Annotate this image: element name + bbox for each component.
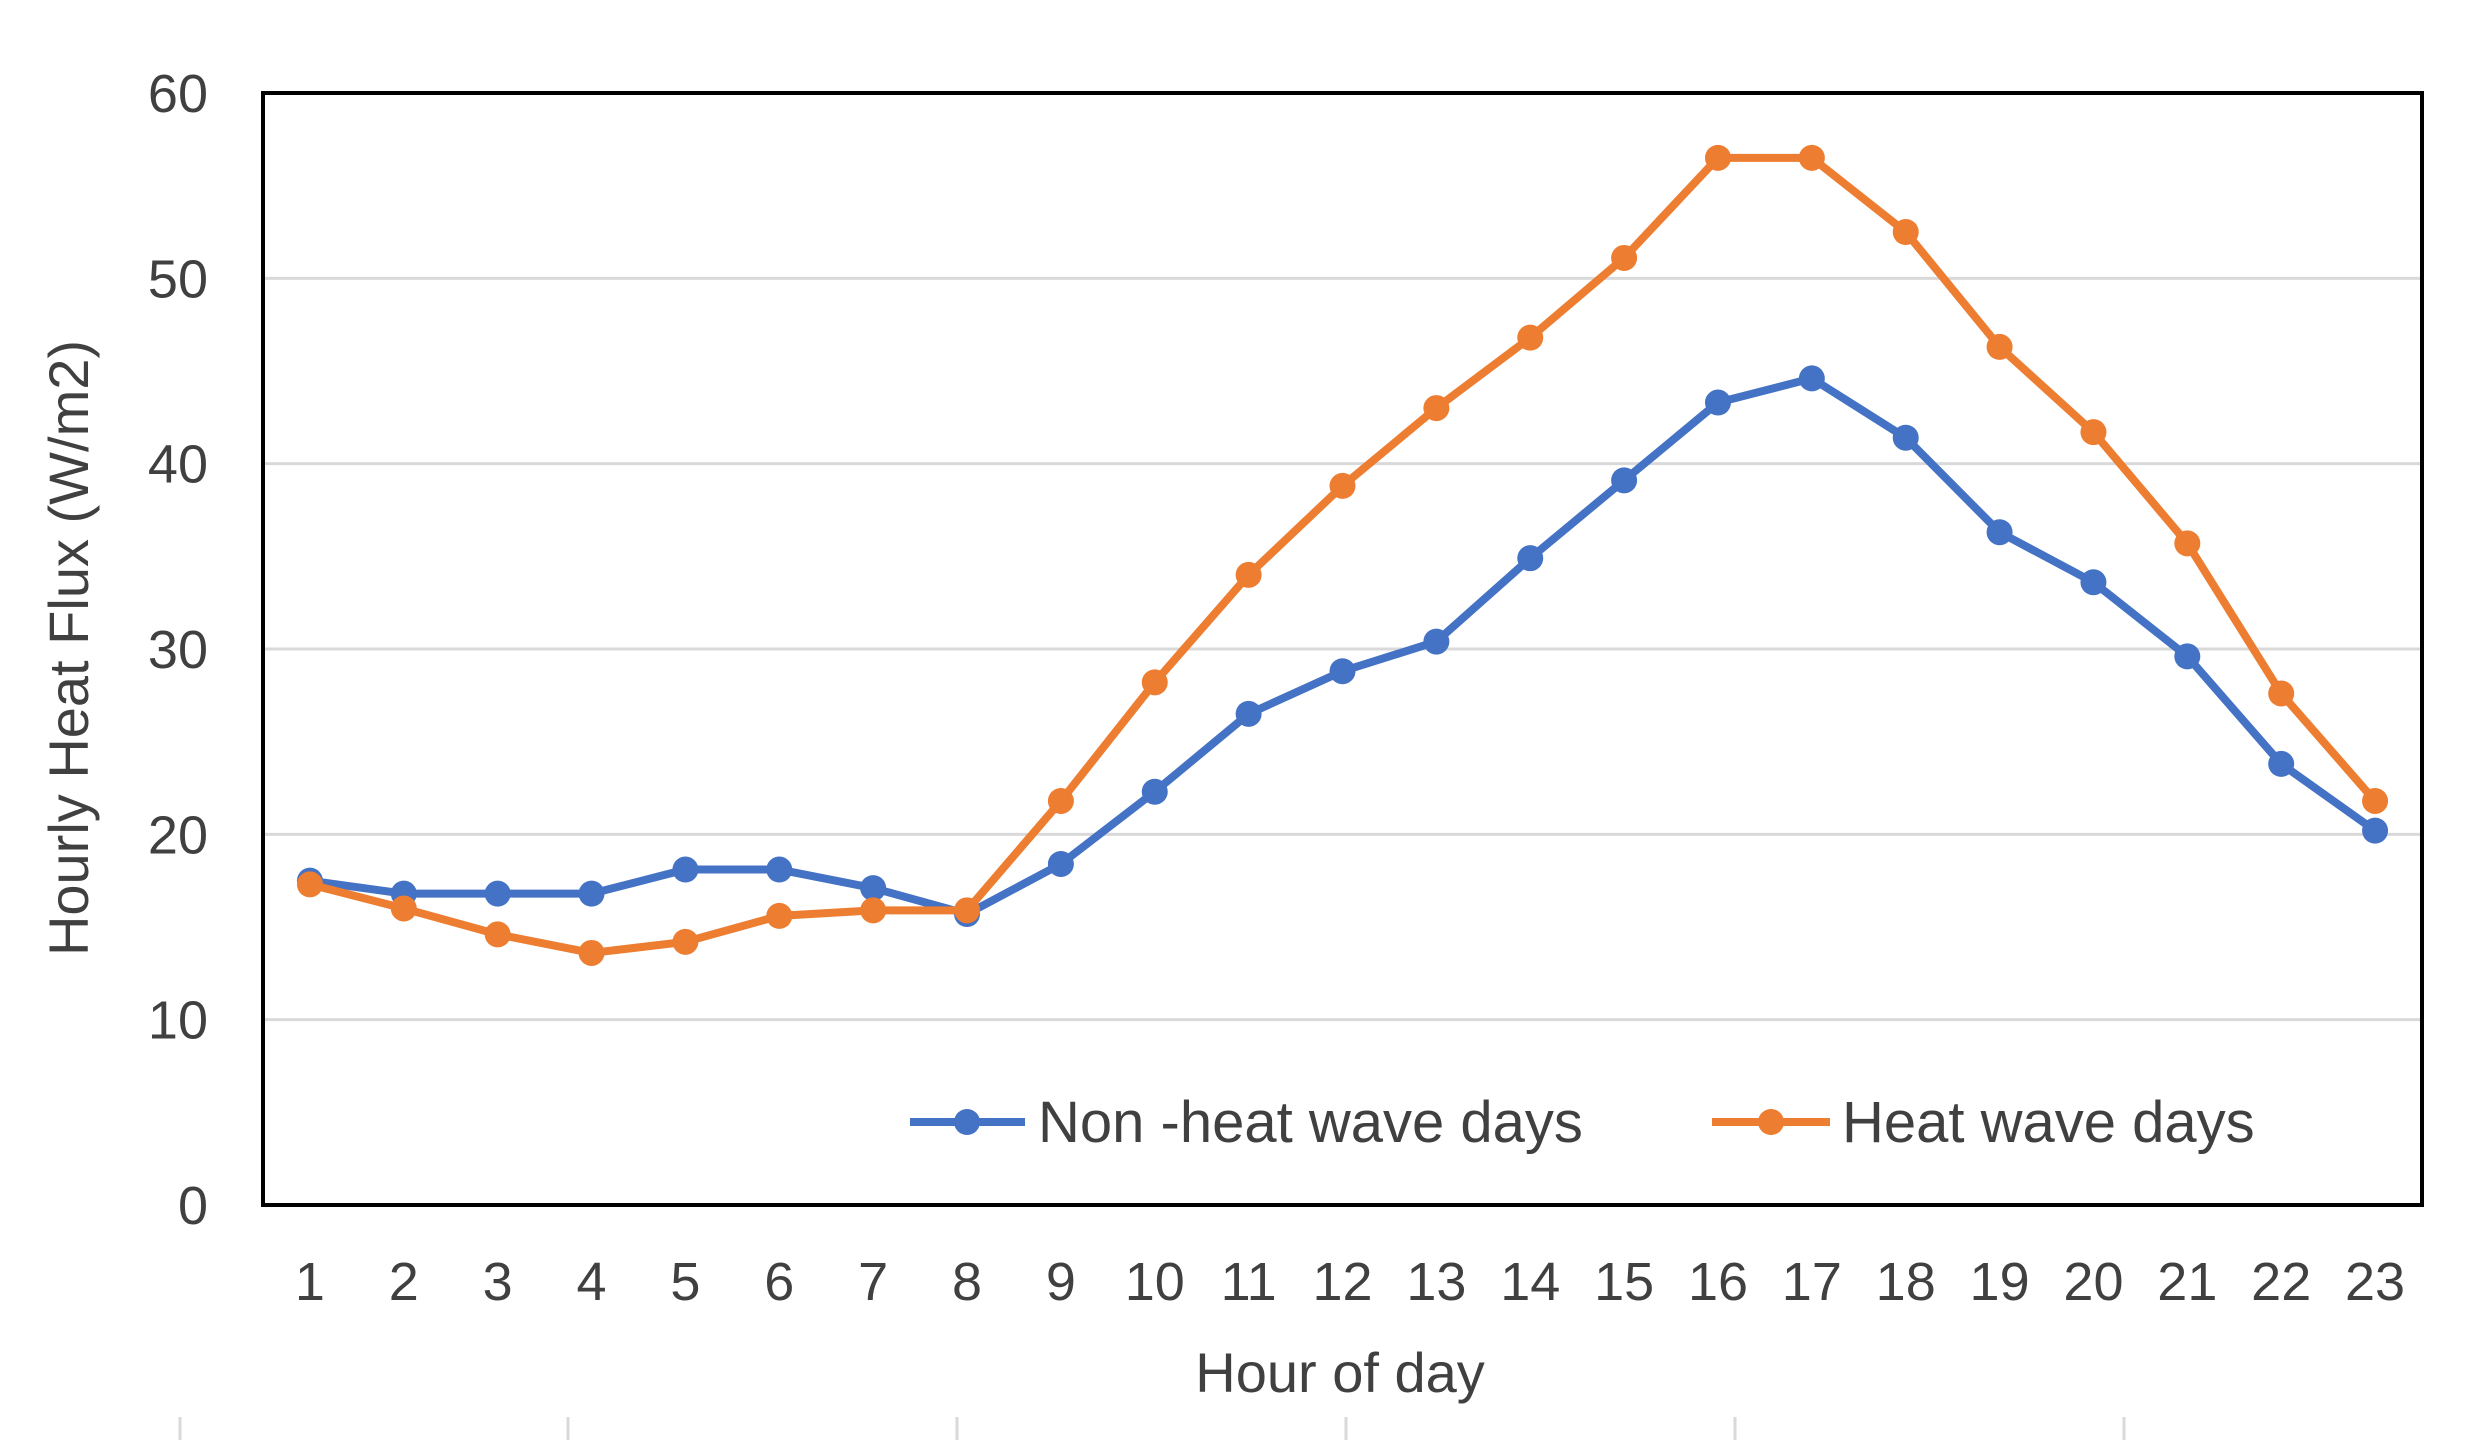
x-tick-label: 12 bbox=[1312, 1252, 1372, 1312]
data-point bbox=[1047, 787, 1074, 814]
x-tick-label: 13 bbox=[1406, 1252, 1466, 1312]
data-point bbox=[296, 871, 323, 898]
data-point bbox=[578, 880, 605, 907]
y-tick-label: 30 bbox=[148, 620, 208, 680]
data-point bbox=[1235, 700, 1262, 727]
legend-marker-heat-wave bbox=[1758, 1109, 1784, 1135]
data-point bbox=[2080, 569, 2107, 596]
data-point bbox=[766, 902, 793, 929]
x-tick-label: 4 bbox=[577, 1252, 607, 1312]
legend-item-non-heat-wave: Non -heat wave days bbox=[910, 1090, 1583, 1155]
data-point bbox=[2362, 817, 2389, 844]
data-point bbox=[1329, 658, 1356, 685]
data-point bbox=[578, 939, 605, 966]
series-1 bbox=[296, 144, 2389, 966]
x-axis-title: Hour of day bbox=[1195, 1341, 1485, 1404]
data-point bbox=[1704, 389, 1731, 416]
y-tick-label: 50 bbox=[148, 249, 208, 309]
x-tick-label: 3 bbox=[483, 1252, 513, 1312]
legend-item-heat-wave: Heat wave days bbox=[1712, 1090, 2255, 1155]
x-tick-label: 1 bbox=[295, 1252, 325, 1312]
x-tick-label: 17 bbox=[1782, 1252, 1842, 1312]
data-point bbox=[1798, 365, 1825, 392]
y-tick-label: 10 bbox=[148, 991, 208, 1051]
x-tick-label: 15 bbox=[1594, 1252, 1654, 1312]
data-point bbox=[672, 928, 699, 955]
x-tick-label: 22 bbox=[2251, 1252, 2311, 1312]
x-tick-label: 21 bbox=[2157, 1252, 2217, 1312]
x-tick-label: 20 bbox=[2063, 1252, 2123, 1312]
data-point bbox=[860, 875, 887, 902]
x-tick-label: 19 bbox=[1970, 1252, 2030, 1312]
data-point bbox=[1423, 395, 1450, 422]
data-point bbox=[1517, 324, 1544, 351]
data-point bbox=[484, 921, 511, 948]
plot-area-frame bbox=[261, 91, 2424, 1207]
x-tick-label: 9 bbox=[1046, 1252, 1076, 1312]
data-point bbox=[1611, 467, 1638, 494]
data-point bbox=[1986, 519, 2013, 546]
x-tick-label: 6 bbox=[764, 1252, 794, 1312]
x-tick-label: 10 bbox=[1125, 1252, 1185, 1312]
data-point bbox=[672, 856, 699, 883]
data-point bbox=[1235, 561, 1262, 588]
x-tick-label: 18 bbox=[1876, 1252, 1936, 1312]
data-point bbox=[390, 895, 417, 922]
y-axis-title: Hourly Heat Flux (W/m2) bbox=[37, 340, 100, 956]
data-point bbox=[1141, 778, 1168, 805]
data-point bbox=[1798, 144, 1825, 171]
x-tick-label: 2 bbox=[389, 1252, 419, 1312]
data-point bbox=[484, 880, 511, 907]
data-point bbox=[1704, 144, 1731, 171]
y-tick-label: 40 bbox=[148, 435, 208, 495]
data-point bbox=[1517, 545, 1544, 572]
data-point bbox=[2174, 643, 2201, 670]
y-tick-label: 60 bbox=[148, 64, 208, 124]
data-point bbox=[1986, 333, 2013, 360]
data-point bbox=[860, 897, 887, 924]
x-tick-label: 14 bbox=[1500, 1252, 1560, 1312]
x-tick-label: 5 bbox=[670, 1252, 700, 1312]
footer-tick-marks bbox=[178, 1417, 2126, 1440]
data-point bbox=[1423, 628, 1450, 655]
data-point bbox=[1141, 669, 1168, 696]
data-point bbox=[1329, 472, 1356, 499]
legend-marker-non-heat-wave bbox=[954, 1109, 980, 1135]
legend: Non -heat wave days Heat wave days bbox=[910, 1090, 2255, 1155]
x-tick-label: 7 bbox=[858, 1252, 888, 1312]
x-tick-label: 8 bbox=[952, 1252, 982, 1312]
data-point bbox=[2268, 750, 2295, 777]
data-point bbox=[766, 856, 793, 883]
y-tick-label: 20 bbox=[148, 805, 208, 865]
legend-label-non-heat-wave: Non -heat wave days bbox=[1038, 1090, 1583, 1155]
series-layer bbox=[296, 144, 2389, 966]
data-point bbox=[2080, 419, 2107, 446]
data-point bbox=[1892, 219, 1919, 245]
x-tick-label: 16 bbox=[1688, 1252, 1748, 1312]
y-gridlines bbox=[263, 276, 2422, 1022]
data-point bbox=[1611, 244, 1638, 271]
data-point bbox=[2362, 787, 2389, 814]
data-point bbox=[1047, 850, 1074, 877]
y-tick-labels: 0 10 20 30 40 50 60 bbox=[148, 64, 208, 1236]
data-point bbox=[1892, 424, 1919, 451]
series-0 bbox=[296, 365, 2389, 928]
data-point bbox=[954, 897, 981, 924]
x-tick-label: 11 bbox=[1221, 1252, 1277, 1312]
y-tick-label: 0 bbox=[178, 1176, 208, 1236]
x-tick-labels: 1 2 3 4 5 6 7 8 9 10 11 12 13 14 15 16 17 18 19 20 21 22 23 bbox=[295, 1252, 2405, 1312]
x-tick-label: 23 bbox=[2345, 1252, 2405, 1312]
legend-label-heat-wave: Heat wave days bbox=[1842, 1090, 2255, 1155]
data-point bbox=[2174, 530, 2201, 557]
data-point bbox=[2268, 680, 2295, 707]
